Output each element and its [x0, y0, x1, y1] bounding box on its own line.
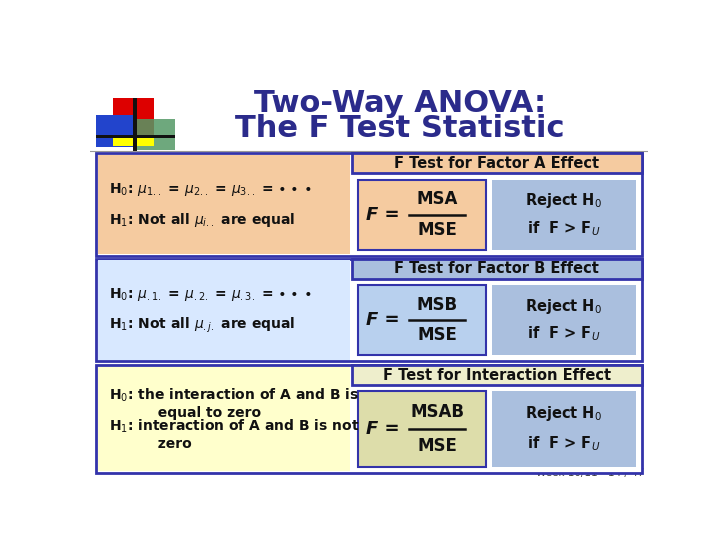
Text: H$_0$: $\mu_{1..}$ = $\mu_{2..}$ = $\mu_{3..}$ = $\bullet\bullet\bullet$: H$_0$: $\mu_{1..}$ = $\mu_{2..}$ = $\mu_…	[109, 181, 311, 198]
Bar	[96, 153, 642, 256]
Bar	[358, 179, 486, 249]
Text: MSE: MSE	[418, 327, 457, 345]
Text: H$_0$: $\mu_{.1.}$ = $\mu_{.2.}$ = $\mu_{.3.}$ = $\bullet\bullet\bullet$: H$_0$: $\mu_{.1.}$ = $\mu_{.2.}$ = $\mu_…	[109, 286, 311, 303]
Bar	[352, 259, 642, 279]
Text: MSA: MSA	[417, 190, 458, 208]
Text: The F Test Statistic: The F Test Statistic	[235, 114, 564, 143]
Bar	[492, 285, 636, 355]
Bar	[358, 285, 486, 355]
Text: F Test for Interaction Effect: F Test for Interaction Effect	[383, 368, 611, 383]
Bar	[358, 392, 486, 467]
Text: F Test for Factor A Effect: F Test for Factor A Effect	[395, 156, 600, 171]
Text: if  F > F$_U$: if F > F$_U$	[527, 325, 600, 343]
Text: Reject H$_0$: Reject H$_0$	[525, 404, 602, 423]
Bar	[96, 115, 137, 147]
Bar	[113, 98, 153, 135]
Text: H$_1$: Not all $\mu_{.j.}$ are equal: H$_1$: Not all $\mu_{.j.}$ are equal	[109, 316, 295, 335]
Text: MSB: MSB	[417, 295, 458, 314]
Text: MSE: MSE	[418, 221, 457, 239]
Text: MSAB: MSAB	[410, 403, 464, 421]
Text: Week 10/11 - 14 / 47: Week 10/11 - 14 / 47	[536, 468, 644, 478]
Text: Reject H$_0$: Reject H$_0$	[525, 191, 602, 210]
Text: H$_0$: the interaction of A and B is
          equal to zero: H$_0$: the interaction of A and B is equ…	[109, 387, 359, 421]
Text: if  F > F$_U$: if F > F$_U$	[527, 219, 600, 238]
Bar	[492, 392, 636, 467]
Bar	[98, 155, 351, 254]
Text: Reject H$_0$: Reject H$_0$	[525, 296, 602, 315]
Text: F =: F =	[366, 420, 400, 438]
Bar	[352, 365, 642, 385]
Bar	[492, 179, 636, 249]
Text: if  F > F$_U$: if F > F$_U$	[527, 435, 600, 454]
Text: H$_1$: interaction of A and B is not
          zero: H$_1$: interaction of A and B is not zer…	[109, 417, 359, 451]
Text: Two-Way ANOVA:: Two-Way ANOVA:	[254, 89, 546, 118]
Bar	[98, 367, 351, 471]
Bar	[133, 98, 137, 152]
Bar	[96, 365, 642, 473]
Text: F =: F =	[366, 206, 400, 224]
Text: MSE: MSE	[418, 437, 457, 455]
Bar	[96, 259, 642, 361]
Text: F =: F =	[366, 311, 400, 329]
Text: H$_1$: Not all $\mu_{i..}$ are equal: H$_1$: Not all $\mu_{i..}$ are equal	[109, 211, 295, 229]
Bar	[113, 135, 153, 146]
Bar	[96, 135, 175, 138]
Bar	[352, 153, 642, 173]
Bar	[98, 260, 351, 360]
Bar	[132, 119, 175, 150]
Text: F Test for Factor B Effect: F Test for Factor B Effect	[395, 261, 599, 276]
